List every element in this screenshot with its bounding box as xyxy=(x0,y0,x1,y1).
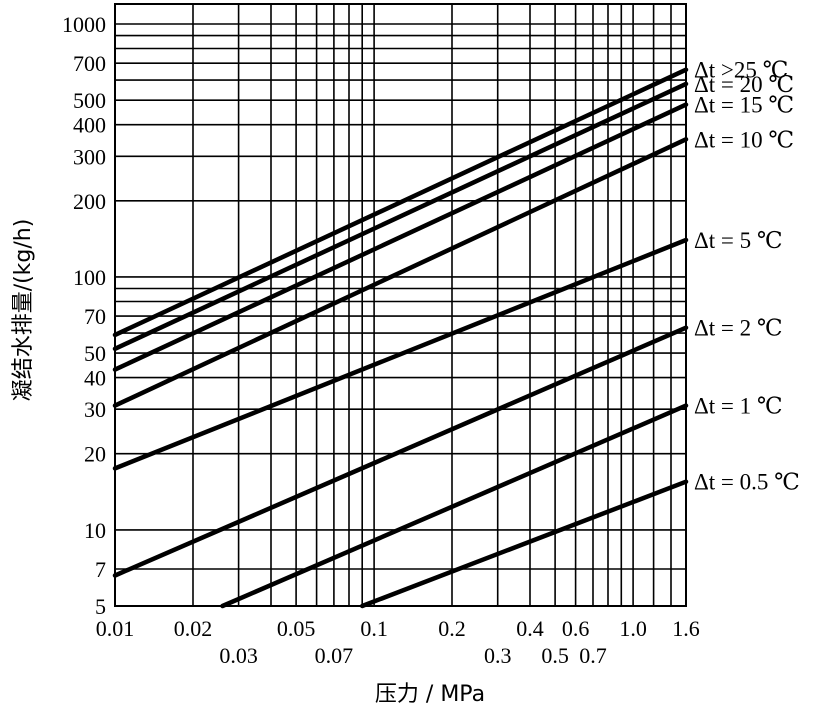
x-tick-label: 0.05 xyxy=(277,616,316,641)
y-tick-label: 200 xyxy=(73,189,106,214)
y-tick-label: 300 xyxy=(73,144,106,169)
y-tick-label: 70 xyxy=(84,304,106,329)
y-tick-label: 10 xyxy=(84,518,106,543)
series-line xyxy=(112,325,689,578)
y-tick-label: 1000 xyxy=(62,12,106,37)
x-axis-title: 压力 / MPa xyxy=(375,682,485,707)
series-label: Δt = 20 ℃ xyxy=(694,72,794,97)
y-tick-label: 100 xyxy=(73,265,106,290)
x-tick-label: 1.6 xyxy=(672,616,700,641)
x-tick-label: 0.3 xyxy=(484,643,512,668)
series-line xyxy=(359,479,689,609)
series-label: Δt = 5 ℃ xyxy=(694,228,783,253)
y-tick-label: 500 xyxy=(73,88,106,113)
x-tick-label: 0.7 xyxy=(579,643,607,668)
x-tick-label: 0.03 xyxy=(219,643,258,668)
x-tick-labels: 0.01 0.020.03 0.050.070.1 0.2 0.30.40.50.60.… xyxy=(96,616,700,668)
x-tick-label: 1.0 xyxy=(619,616,647,641)
series-labels: Δt >25 ℃Δt = 20 ℃Δt = 15 ℃ Δt = 10 ℃ Δt = … xyxy=(694,58,800,495)
x-tick-label: 0.02 xyxy=(174,616,213,641)
series-line xyxy=(112,237,689,471)
y-tick-label: 20 xyxy=(84,442,106,467)
x-tick-label: 0.1 xyxy=(360,616,388,641)
x-tick-label: 0.01 xyxy=(96,616,135,641)
series-label: Δt = 2 ℃ xyxy=(694,316,783,341)
y-tick-label: 400 xyxy=(73,113,106,138)
x-tick-label: 0.5 xyxy=(541,643,569,668)
y-tick-label: 7 xyxy=(95,557,106,582)
series-lines xyxy=(112,67,689,609)
x-tick-label: 0.4 xyxy=(516,616,544,641)
x-tick-label: 0.6 xyxy=(562,616,590,641)
y-tick-label: 700 xyxy=(73,51,106,76)
series-label: Δt = 1 ℃ xyxy=(694,394,783,419)
series-label: Δt >25 ℃ xyxy=(694,58,788,83)
series-label: Δt = 15 ℃ xyxy=(694,93,794,118)
series-line xyxy=(112,137,689,408)
y-tick-label: 40 xyxy=(84,366,106,391)
series-line xyxy=(112,102,689,372)
series-line xyxy=(220,403,689,609)
y-tick-label: 5 xyxy=(95,594,106,619)
y-tick-label: 50 xyxy=(84,341,106,366)
series-label: Δt = 0.5 ℃ xyxy=(694,470,800,495)
x-tick-label: 0.07 xyxy=(315,643,354,668)
series-line xyxy=(112,67,689,338)
y-axis-title: 凝结水排量/(kg/h) xyxy=(11,219,36,402)
x-tick-label: 0.2 xyxy=(438,616,466,641)
series-label: Δt = 10 ℃ xyxy=(694,127,794,152)
y-tick-label: 30 xyxy=(84,397,106,422)
series-line xyxy=(112,81,689,352)
